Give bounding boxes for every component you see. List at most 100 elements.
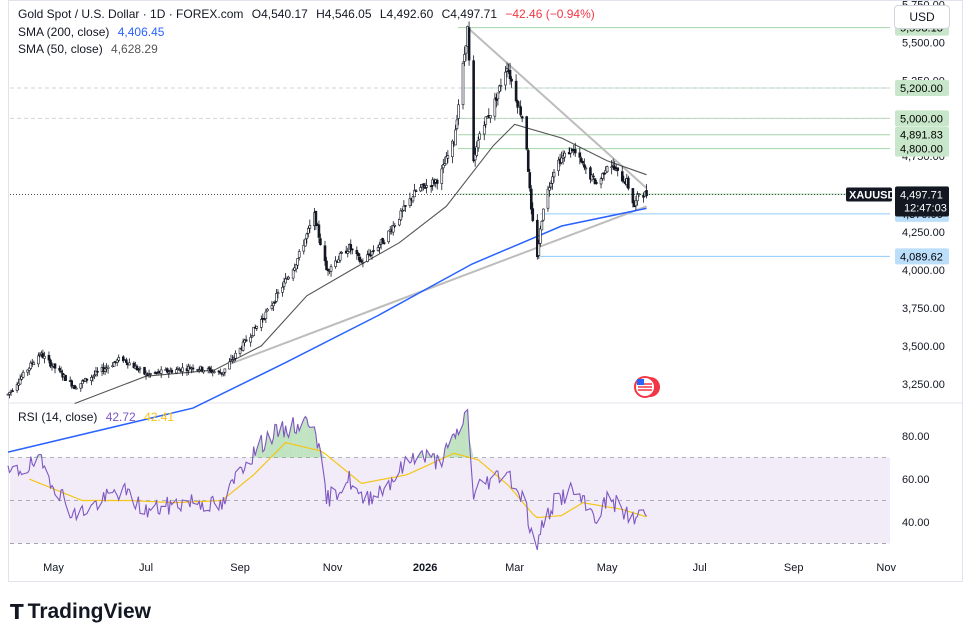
candle-body [610,166,613,169]
candle-body [305,233,309,239]
symbol-tag [846,187,892,202]
candle-body [475,146,478,156]
candle-body [11,390,14,392]
candle-body [234,352,237,359]
candle-body [584,167,588,170]
candle-body [498,85,501,92]
candle-body [445,156,448,165]
sma200-legend[interactable]: SMA (200, close) 4,406.45 [18,25,169,39]
candle-body [552,171,556,178]
candle-body [115,359,119,363]
candle-body [482,125,486,135]
price-level-label: 4,800.00 [900,144,943,156]
candle-body [20,376,23,380]
candle-body [106,366,110,369]
time-axis-tick: Mar [505,562,524,574]
candle-body [423,187,427,189]
candle-body [360,260,363,263]
candle-body [557,159,560,172]
price-level-label: 5,200.00 [900,83,943,95]
candle-body [273,301,277,304]
candle-body [560,157,563,163]
candle-body [326,268,330,272]
rsi-overbought-fill [447,434,453,458]
candle-body [599,178,603,185]
candle-body [419,187,422,192]
candle-body [504,71,507,86]
candle-body [529,188,533,210]
candle-body [85,378,89,381]
candle-body [349,244,353,251]
rsi-axis-tick: 80.00 [902,431,930,443]
candle-body [264,311,268,319]
sma50-line [74,123,647,405]
candle-body [276,292,280,295]
candle-body [197,369,201,372]
rsi-legend[interactable]: RSI (14, close) 42.72 42.41 [18,410,179,424]
currency-button[interactable]: USD [894,5,950,29]
symbol-tag-label: XAUUSD [849,190,896,202]
rsi-overbought-fill [453,433,456,458]
candle-body [38,354,42,356]
candle-body [399,210,403,221]
candle-body [367,253,371,256]
time-axis-tick: Jul [693,562,707,574]
candle-body [29,362,33,369]
rsi-overbought-fill [277,421,283,458]
candle-body [366,254,369,262]
chart-frame [8,0,963,582]
candle-body [340,251,343,254]
candle-body [47,355,51,361]
open-value: O4,540.17 [251,7,308,21]
candle-body [580,158,583,163]
candle-body [27,367,31,371]
time-axis-tick: May [597,562,618,574]
rsi-overbought-fill [466,409,468,458]
candle-body [631,188,635,204]
candle-body [212,371,216,373]
candle-body [457,104,460,119]
candle-body [387,230,390,243]
candle-body [325,260,328,271]
candle-body [467,27,471,61]
price-level-tag [895,140,949,157]
candle-body [531,208,535,221]
candle-body [593,178,597,185]
candle-body [125,359,128,363]
rsi-axis-tick: 60.00 [902,474,930,486]
candle-body [307,228,310,234]
rsi-overbought-fill [274,424,277,458]
candle-body [26,369,30,373]
candle-body [94,370,98,376]
price-axis-tick: 4,000.00 [902,265,945,277]
candle-body [573,149,577,154]
sma50-label: SMA (50, close) [18,42,103,56]
candle-body [620,171,624,182]
candle-body [357,253,360,257]
candle-body [149,373,152,375]
candle-body [489,115,492,119]
candle-body [159,369,163,374]
candle-body [70,380,74,387]
sma50-legend[interactable]: SMA (50, close) 4,628.29 [18,42,163,56]
candle-body [372,250,375,252]
rsi-overbought-fill [452,433,454,458]
last-price-value: 4,497.71 [900,190,943,202]
candle-body [128,362,131,366]
candle-body [64,375,67,381]
candle-body [542,208,545,221]
candle-body [411,196,415,202]
candle-body [249,336,252,343]
candle-body [121,356,125,362]
candle-body [496,92,500,100]
candle-body [595,182,598,184]
price-chart[interactable]: 3,250.00 3,500.00 3,750.00 4,000.00 4,250.00… [0,0,971,590]
rsi-axis-tick: 40.00 [902,517,930,529]
price-level-label: 4,891.83 [900,130,943,142]
candle-body [103,368,107,372]
tradingview-icon: T [10,600,24,624]
tradingview-logo[interactable]: T TradingView [10,600,151,624]
candle-body [294,264,298,270]
candle-body [425,185,428,188]
candle-body [222,371,225,375]
